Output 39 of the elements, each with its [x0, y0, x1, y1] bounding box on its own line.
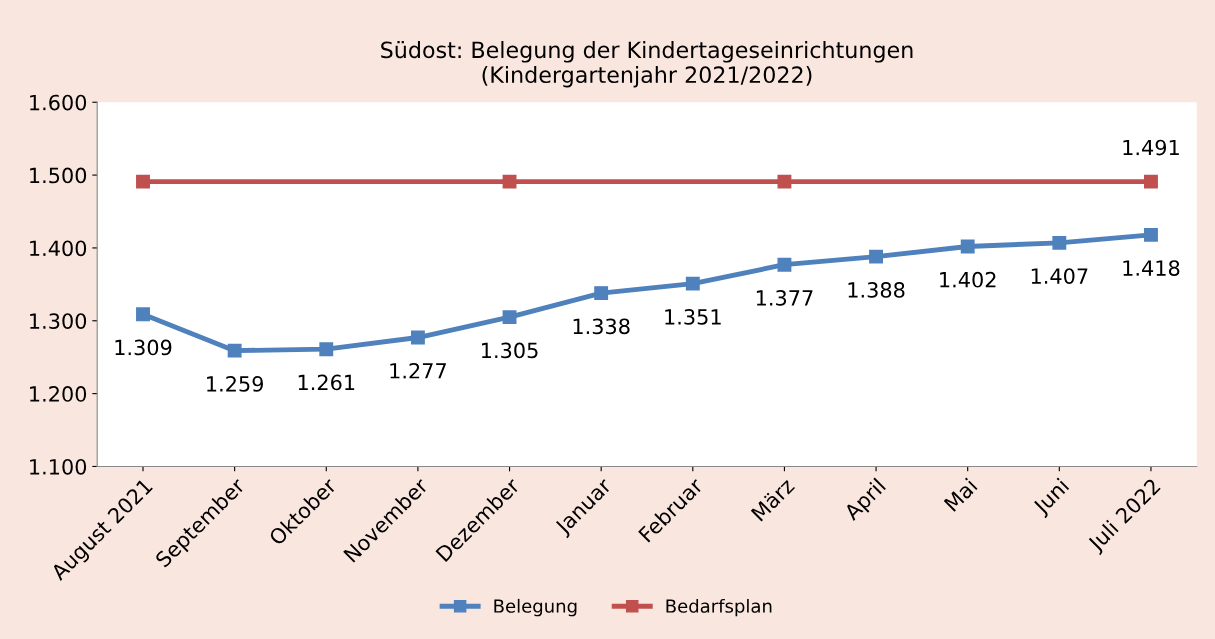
point [227, 343, 242, 358]
data-label: 1.305 [482, 342, 538, 359]
point [136, 307, 150, 322]
point [502, 310, 517, 325]
y-tick-label: 1.100 [30, 458, 87, 475]
point [594, 286, 609, 301]
point [1144, 227, 1158, 242]
legend-label: Bedarfsplan [666, 598, 772, 617]
data-label: 1.261 [298, 374, 355, 391]
point [136, 174, 150, 189]
point [685, 276, 700, 291]
point [777, 257, 792, 272]
point [1144, 174, 1158, 189]
point [777, 174, 792, 189]
y-tick-label: 1.300 [30, 313, 87, 329]
point [869, 249, 884, 264]
point [502, 174, 517, 189]
data-label: 1.259 [207, 376, 263, 392]
data-label: 1.491 [1123, 139, 1179, 156]
point [960, 239, 975, 254]
point [319, 342, 334, 357]
y-tick-label: 1.400 [30, 240, 87, 257]
data-label: 1.377 [756, 290, 813, 306]
y-tick-label: 1.200 [30, 386, 87, 402]
data-label: 1.402 [940, 271, 996, 288]
point [410, 330, 425, 345]
data-label: 1.277 [390, 362, 446, 379]
data-label: 1.351 [665, 308, 721, 325]
y-tick-label: 1.500 [30, 167, 87, 184]
data-label: 1.388 [848, 282, 905, 298]
y-tick-label: 1.600 [30, 94, 87, 111]
x-tick-label: Mai [943, 477, 978, 512]
data-label: 1.407 [1031, 268, 1088, 284]
legend-label: Belegung [494, 598, 577, 617]
data-label: 1.338 [573, 318, 630, 335]
point [1052, 235, 1067, 250]
chart-title: Südost: Belegung der Kindertageseinrichtungen (Kindergartenjahr 2021/2022) [381, 41, 913, 88]
data-label: 1.418 [1123, 260, 1180, 276]
data-label: 1.309 [115, 339, 172, 356]
